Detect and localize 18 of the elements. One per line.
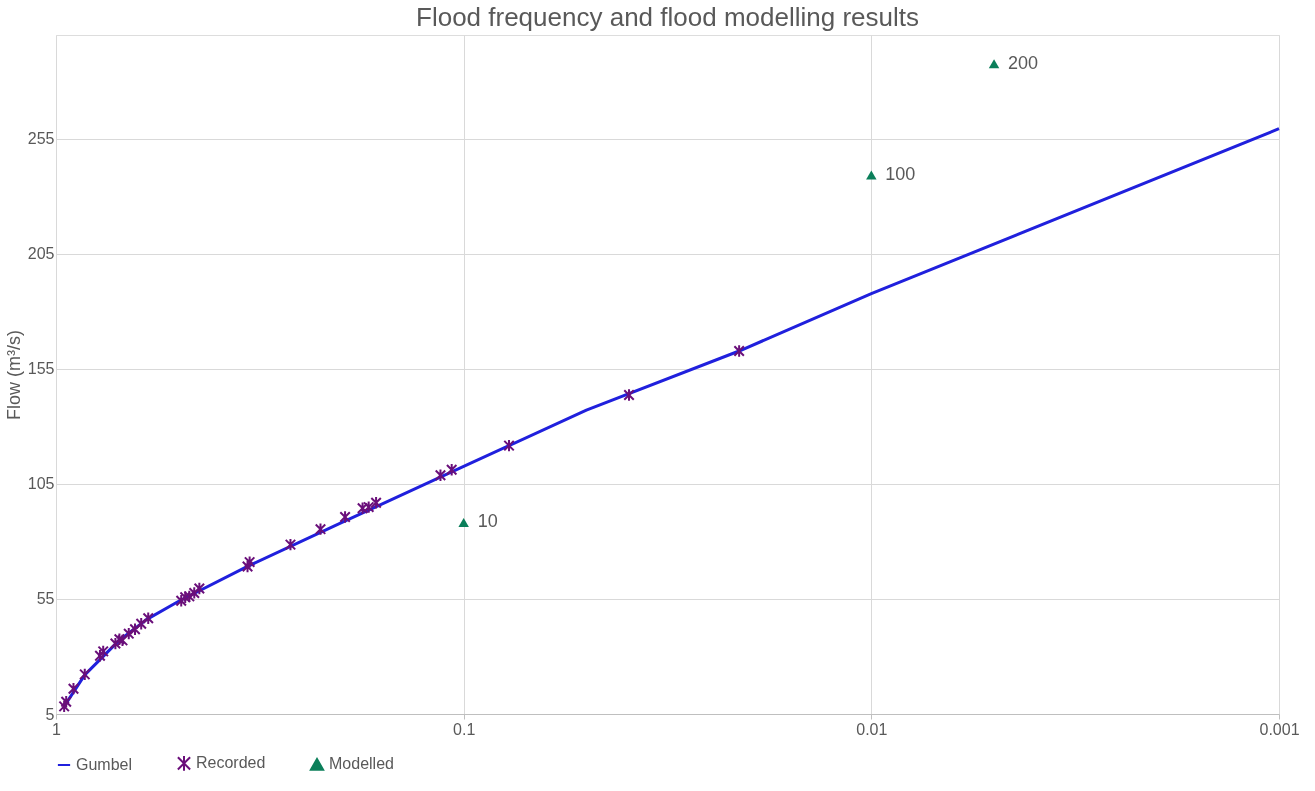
y-tick-label: 205 — [27, 245, 55, 263]
legend-label: Gumbel — [76, 756, 133, 773]
annotation: 200 — [1008, 52, 1039, 73]
x-tick-label: 0.01 — [856, 720, 888, 738]
legend-label: Recorded — [196, 754, 266, 772]
x-tick-label: 1 — [52, 720, 62, 738]
x-tick-label: 0.1 — [453, 720, 476, 738]
y-tick-label: 55 — [36, 590, 55, 608]
y-tick-label: 105 — [27, 475, 55, 493]
annotation: 10 — [477, 511, 498, 532]
x-tick-label: 0.001 — [1259, 720, 1300, 738]
y-tick-label: 255 — [27, 130, 55, 148]
y-tick-label: 5 — [45, 705, 55, 723]
y-tick-label: 155 — [27, 360, 55, 378]
y-axis-title: Flow (m³/s) — [3, 330, 24, 420]
chart-title: Flood frequency and flood modelling results — [416, 2, 919, 32]
annotation: 100 — [885, 163, 916, 184]
legend-label: Modelled — [329, 755, 394, 773]
